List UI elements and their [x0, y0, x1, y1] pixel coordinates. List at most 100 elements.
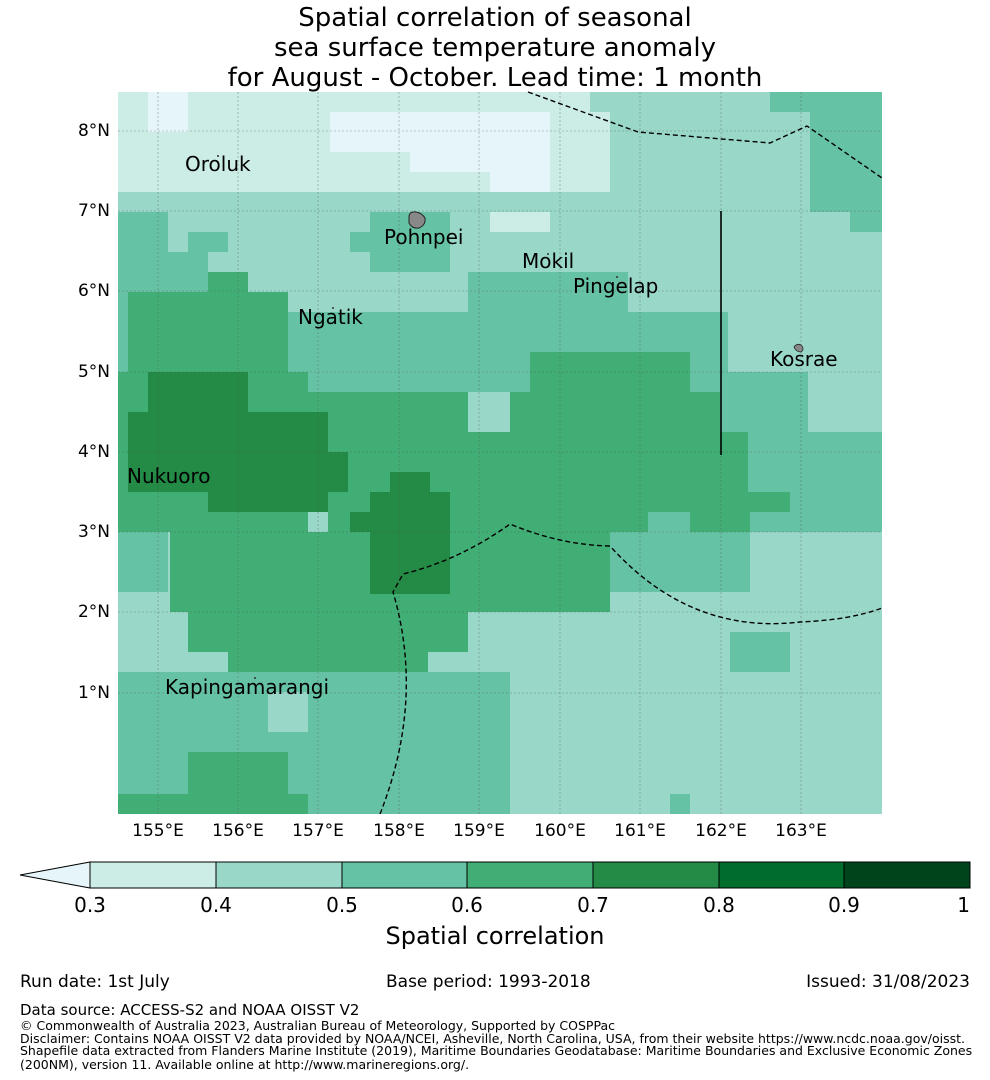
cell-patch: [810, 92, 882, 212]
eez-boundary-south: [379, 523, 883, 815]
colorbar-segment-0-9: [844, 862, 970, 888]
lat-label-3n: 3°N: [77, 522, 110, 542]
colorbar-tick-0-8: 0.8: [703, 893, 735, 917]
lon-label-159e: 159°E: [453, 821, 505, 841]
cell-patch: [350, 232, 370, 252]
lat-label-5n: 5°N: [77, 362, 110, 382]
colorbar-segment-0-4: [216, 862, 342, 888]
kapingamarangi-island-icon: [254, 677, 256, 679]
lon-label-160e: 160°E: [534, 821, 586, 841]
colorbar-segment-0-5: [342, 862, 467, 888]
place-label-kosrae: Kosrae: [770, 347, 838, 371]
shapefile-credit-line-1: Shapefile data extracted from Flanders M…: [20, 1043, 973, 1058]
copyright-text: © Commonwealth of Australia 2023, Austra…: [20, 1018, 615, 1033]
cell-patch: [188, 232, 228, 252]
cell-patch: [770, 92, 810, 112]
disclaimer-text: Disclaimer: Contains NOAA OISST V2 data …: [20, 1031, 965, 1046]
cell-patch: [730, 632, 790, 672]
cell-patch: [490, 212, 550, 232]
cell-patch: [410, 152, 550, 172]
colorbar-dividers: [215, 862, 845, 888]
run-date: Run date: 1st July: [20, 972, 170, 992]
place-label-pohnpei: Pohnpei: [384, 225, 464, 249]
cell-patch: [808, 432, 882, 532]
cell-patch: [510, 692, 670, 814]
lon-label-161e: 161°E: [614, 821, 666, 841]
colorbar-segment-0-3: [90, 862, 216, 888]
correlation-map: [118, 91, 883, 815]
cell-patch: [690, 512, 750, 532]
cell-patch: [168, 472, 208, 492]
title-line-3: for August - October. Lead time: 1 month: [227, 63, 763, 93]
issued-date: Issued: 31/08/2023: [806, 972, 970, 992]
chart-title: Spatial correlation of seasonal sea surf…: [0, 3, 990, 93]
colorbar-tick-0-4: 0.4: [200, 893, 232, 917]
cell-patch: [118, 794, 308, 814]
colorbar-frame: [89, 861, 971, 889]
colorbar-tick-0-7: 0.7: [577, 893, 609, 917]
graticule: [118, 92, 882, 814]
colorbar-segment-0-8: [719, 862, 844, 888]
shapefile-credit-line-2: (200NM), version 11. Available online at…: [20, 1057, 470, 1072]
title-line-1: Spatial correlation of seasonal: [298, 3, 692, 33]
cell-patch: [370, 492, 450, 532]
place-label-kapingamarangi: Kapingamarangi: [165, 675, 330, 699]
colorbar-label: Spatial correlation: [385, 922, 605, 950]
colorbar-tick-0-6: 0.6: [451, 893, 483, 917]
title-line-2: sea surface temperature anomaly: [274, 33, 716, 63]
place-label-pingelap: Pingelap: [573, 274, 659, 298]
lon-label-157e: 157°E: [292, 821, 344, 841]
eez-boundaries: [379, 91, 883, 815]
mokil-island-icon: [547, 253, 549, 255]
cell-patch: [350, 512, 370, 532]
kosrae-island-icon: [793, 343, 804, 353]
nukuoro-island-icon: [157, 467, 159, 469]
lon-label-155e: 155°E: [132, 821, 184, 841]
colorbar: [19, 861, 971, 889]
pingelap-island-icon: [616, 276, 618, 278]
cell-patch: [128, 292, 288, 372]
cell-patch: [550, 672, 630, 692]
colorbar-tick-0-9: 0.9: [828, 893, 860, 917]
base-period: Base period: 1993-2018: [386, 972, 591, 992]
place-label-ngatik: Ngatik: [298, 305, 363, 329]
place-label-mokil: Mokil: [522, 249, 575, 273]
lat-label-4n: 4°N: [77, 442, 110, 462]
cell-patch: [208, 492, 328, 512]
place-label-nukuoro: Nukuoro: [127, 464, 211, 488]
lat-label-2n: 2°N: [77, 602, 110, 622]
place-label-oroluk: Oroluk: [185, 152, 251, 176]
cell-patch: [308, 392, 468, 432]
lon-label-156e: 156°E: [212, 821, 264, 841]
cell-patch: [268, 692, 308, 732]
cell-patch: [850, 212, 882, 232]
cell-patch: [510, 392, 720, 432]
lon-label-163e: 163°E: [775, 821, 827, 841]
colorbar-segment-0-6: [467, 862, 593, 888]
cell-patch: [390, 472, 430, 492]
data-source: Data source: ACCESS-S2 and NOAA OISST V2: [20, 1001, 360, 1019]
ngatik-island-icon: [332, 307, 334, 309]
cell-patch: [670, 794, 690, 814]
cell-patch: [208, 272, 248, 292]
lat-label-1n: 1°N: [77, 683, 110, 703]
eez-boundary-north: [527, 91, 883, 179]
colorbar-tick-1: 1: [957, 893, 970, 917]
lat-label-8n: 8°N: [77, 121, 110, 141]
colorbar-segment-0-7: [593, 862, 719, 888]
cell-patch: [670, 592, 750, 814]
cell-patch: [228, 652, 428, 672]
cell-patch: [370, 92, 590, 112]
cell-patch: [208, 452, 348, 492]
oroluk-island-icon: [217, 155, 219, 157]
cell-patch: [750, 532, 882, 814]
lat-label-7n: 7°N: [77, 201, 110, 221]
map-cells: [118, 92, 882, 814]
lon-label-162e: 162°E: [695, 821, 747, 841]
colorbar-under-arrow: [19, 861, 91, 889]
cell-patch: [490, 172, 550, 192]
cell-patch: [118, 672, 510, 814]
lon-label-158e: 158°E: [373, 821, 425, 841]
lat-label-6n: 6°N: [77, 281, 110, 301]
pohnpei-island-icon: [408, 211, 426, 229]
